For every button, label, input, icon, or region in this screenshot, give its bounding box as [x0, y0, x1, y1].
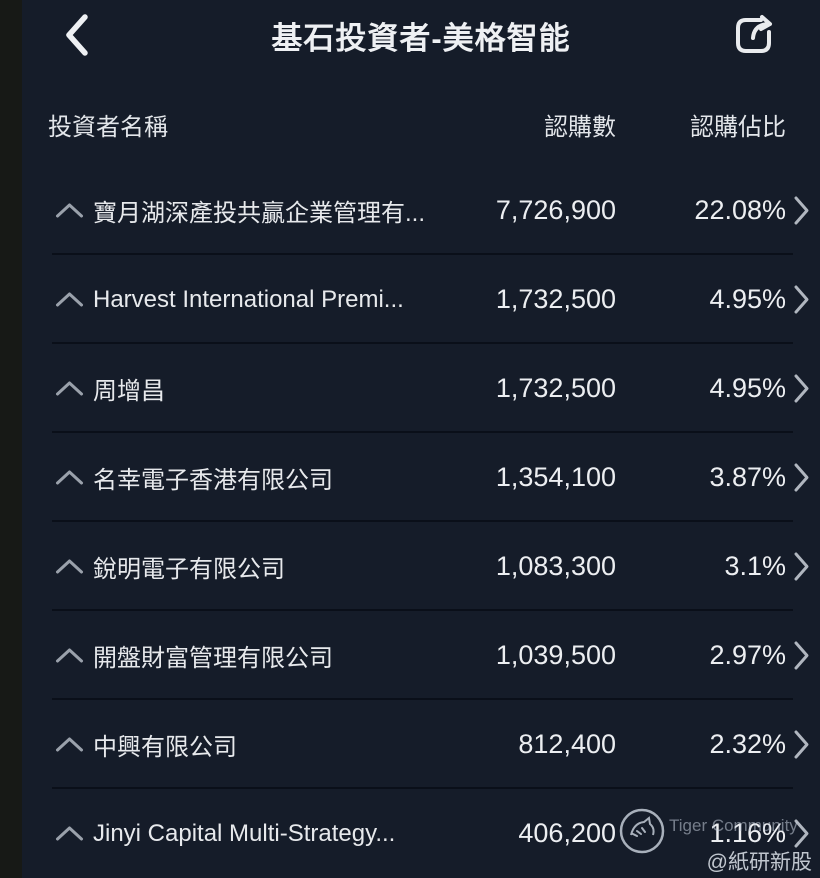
investor-name: 周增昌 — [93, 378, 165, 405]
share-export-icon — [730, 11, 778, 59]
chevron-right-icon — [793, 729, 810, 760]
collapse-toggle[interactable] — [55, 558, 85, 575]
chevron-right-icon — [793, 551, 810, 582]
chevron-up-icon — [55, 647, 84, 664]
subscription-ratio: 2.32% — [709, 729, 786, 759]
chevron-up-icon — [55, 202, 84, 219]
chevron-right-icon — [793, 195, 810, 226]
chevron-up-icon — [55, 736, 84, 753]
investor-name: 銳明電子有限公司 — [93, 556, 285, 583]
investor-name: 開盤財富管理有限公司 — [93, 645, 333, 672]
investor-row[interactable]: 寶月湖深產投共贏企業管理有... 7,726,900 22.08% — [22, 166, 820, 255]
investor-table-body: 寶月湖深產投共贏企業管理有... 7,726,900 22.08% H — [22, 166, 820, 878]
investor-name: 名幸電子香港有限公司 — [93, 467, 333, 494]
subscription-count: 406,200 — [518, 818, 616, 848]
collapse-toggle[interactable] — [55, 647, 85, 664]
subscription-count: 1,083,300 — [495, 551, 616, 581]
subscription-count: 1,732,500 — [495, 284, 616, 314]
chevron-up-icon — [55, 825, 84, 842]
page-title: 基石投資者-美格智能 — [271, 20, 571, 56]
collapse-toggle[interactable] — [55, 469, 85, 486]
subscription-ratio: 3.1% — [724, 551, 786, 581]
cornerstone-investors-screen: 基石投資者-美格智能 投資者名稱 認購數 認購佔比 — [22, 0, 820, 878]
subscription-ratio: 4.95% — [709, 284, 786, 314]
investor-name: Harvest International Premi... — [93, 285, 404, 313]
subscription-count: 1,039,500 — [495, 640, 616, 670]
collapse-toggle[interactable] — [55, 825, 85, 842]
chevron-left-icon — [62, 12, 92, 58]
investor-row[interactable]: 中興有限公司 812,400 2.32% — [22, 700, 820, 789]
subscription-count: 812,400 — [518, 729, 616, 759]
collapse-toggle[interactable] — [55, 202, 85, 219]
chevron-right-icon — [793, 818, 810, 849]
collapse-toggle[interactable] — [55, 736, 85, 753]
row-detail-link[interactable] — [790, 640, 810, 671]
investor-name: Jinyi Capital Multi-Strategy... — [93, 819, 396, 847]
nav-bar: 基石投資者-美格智能 — [22, 0, 820, 70]
screen-edge-strip — [0, 0, 22, 878]
row-detail-link[interactable] — [790, 729, 810, 760]
chevron-right-icon — [793, 640, 810, 671]
subscription-ratio: 1.16% — [709, 818, 786, 848]
investor-row[interactable]: 銳明電子有限公司 1,083,300 3.1% — [22, 522, 820, 611]
investor-row[interactable]: Harvest International Premi... 1,732,500… — [22, 255, 820, 344]
column-header-investor-name: 投資者名稱 — [48, 114, 168, 141]
row-detail-link[interactable] — [790, 818, 810, 849]
chevron-right-icon — [793, 284, 810, 315]
investor-row[interactable]: 周增昌 1,732,500 4.95% — [22, 344, 820, 433]
chevron-up-icon — [55, 558, 84, 575]
row-detail-link[interactable] — [790, 195, 810, 226]
subscription-ratio: 22.08% — [694, 195, 786, 225]
row-detail-link[interactable] — [790, 551, 810, 582]
back-button[interactable] — [60, 12, 94, 58]
investor-row[interactable]: Jinyi Capital Multi-Strategy... 406,200 … — [22, 789, 820, 878]
subscription-ratio: 2.97% — [709, 640, 786, 670]
row-detail-link[interactable] — [790, 462, 810, 493]
subscription-count: 1,354,100 — [495, 462, 616, 492]
subscription-count: 7,726,900 — [495, 195, 616, 225]
table-column-header: 投資者名稱 認購數 認購佔比 — [22, 70, 820, 166]
chevron-up-icon — [55, 469, 84, 486]
share-button[interactable] — [730, 11, 778, 59]
chevron-right-icon — [793, 373, 810, 404]
investor-row[interactable]: 名幸電子香港有限公司 1,354,100 3.87% — [22, 433, 820, 522]
collapse-toggle[interactable] — [55, 380, 85, 397]
chevron-up-icon — [55, 380, 84, 397]
collapse-toggle[interactable] — [55, 291, 85, 308]
subscription-ratio: 3.87% — [709, 462, 786, 492]
investor-row[interactable]: 開盤財富管理有限公司 1,039,500 2.97% — [22, 611, 820, 700]
investor-name: 中興有限公司 — [93, 734, 237, 761]
column-header-subscription-ratio: 認購佔比 — [690, 114, 786, 141]
chevron-right-icon — [793, 462, 810, 493]
column-header-subscription-count: 認購數 — [544, 114, 616, 141]
investor-name: 寶月湖深產投共贏企業管理有... — [93, 200, 426, 227]
row-detail-link[interactable] — [790, 284, 810, 315]
row-detail-link[interactable] — [790, 373, 810, 404]
subscription-count: 1,732,500 — [495, 373, 616, 403]
chevron-up-icon — [55, 291, 84, 308]
subscription-ratio: 4.95% — [709, 373, 786, 403]
